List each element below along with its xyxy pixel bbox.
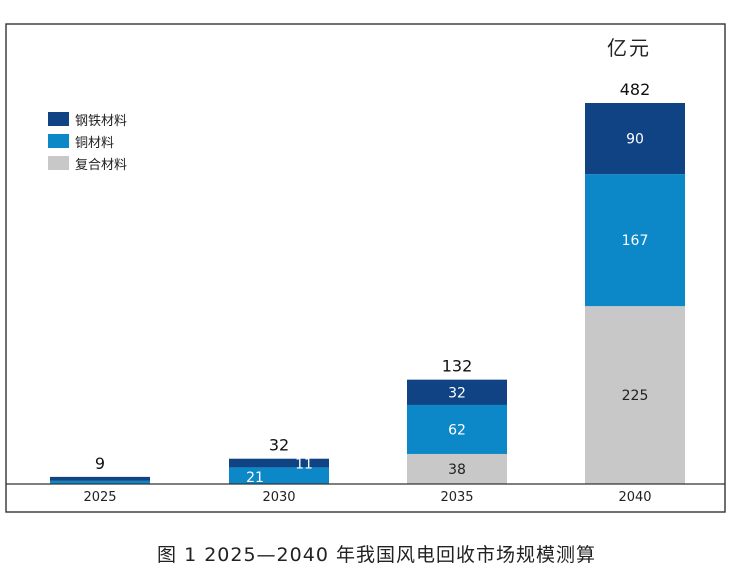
data-label-copper-2035: 62 [448,422,466,438]
legend-item-steel: 钢铁材料 [48,108,127,130]
x-tick-label-2035: 2035 [440,490,473,505]
total-label-2030: 32 [269,436,289,455]
legend-label-composite: 复合材料 [75,157,128,173]
data-label-composite-2040: 225 [622,388,649,404]
total-label-2040: 482 [620,80,651,99]
legend-swatch-steel [48,112,69,126]
figure-caption: 图 1 2025—2040 年我国风电回收市场规模测算 [157,544,596,566]
total-label-2025: 9 [95,454,105,473]
bar-composite-2040 [585,306,685,484]
bar-copper-2030 [229,467,329,484]
legend-label-steel: 钢铁材料 [75,113,128,129]
bars: 9 21 11 32 38 62 32 132 225 167 90 482 [50,80,685,486]
bar-copper-2025 [50,480,150,484]
bar-steel-2040 [585,103,685,175]
legend-item-composite: 复合材料 [48,152,127,174]
legend-label-copper: 铜材料 [75,135,115,151]
x-tick-labels: 2025 2030 2035 2040 [83,490,651,505]
bar-steel-2035 [407,379,507,405]
legend-swatch-composite [48,156,69,170]
legend-swatch-copper [48,134,69,148]
bar-steel-2025 [50,476,150,481]
total-label-2035: 132 [442,357,473,376]
bar-steel-2030 [229,458,329,468]
x-tick-label-2040: 2040 [618,490,651,505]
chart-frame [5,23,726,513]
data-label-copper-2040: 167 [622,233,649,249]
legend: 钢铁材料 铜材料 复合材料 [48,108,127,174]
chart: 9 21 11 32 38 62 32 132 225 167 90 482 2025 2030 2035… [5,23,726,513]
data-label-copper-2030: 21 [246,470,264,486]
data-label-steel-2035: 32 [448,385,466,401]
unit-label: 亿元 [607,36,651,60]
x-tick-label-2025: 2025 [83,490,116,505]
bar-copper-2040 [585,174,685,307]
bar-copper-2035 [407,404,507,454]
data-label-steel-2030: 11 [295,457,313,473]
legend-item-copper: 铜材料 [48,130,127,152]
data-label-composite-2035: 38 [448,462,466,478]
x-tick-label-2030: 2030 [262,490,295,505]
bar-composite-2035 [407,453,507,484]
data-label-steel-2040: 90 [626,132,644,148]
